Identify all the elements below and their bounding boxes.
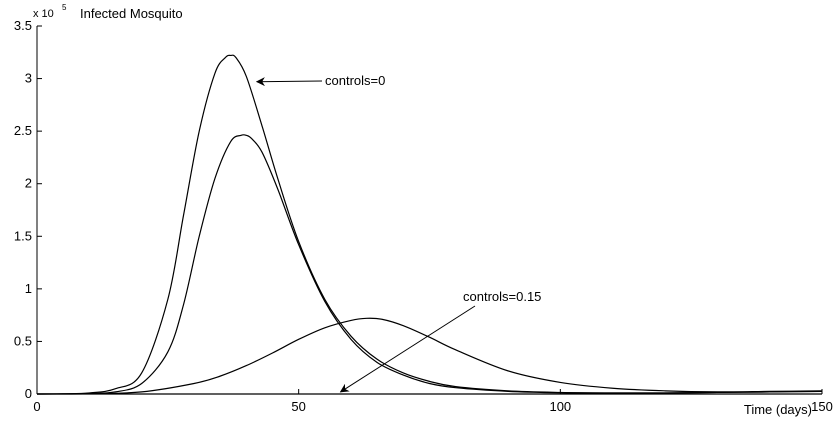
y-tick-label: 0.5: [14, 333, 32, 348]
y-tick-label: 3.5: [14, 18, 32, 33]
annotation-label: controls=0: [325, 73, 385, 88]
y-multiplier-base: x 10: [33, 8, 54, 20]
series-line-3: [36, 317, 823, 395]
annotation-arrow: [339, 305, 476, 393]
series-group: [36, 54, 823, 395]
x-axis-label: Time (days): [744, 402, 812, 417]
x-tick-label: 50: [291, 399, 305, 414]
y-tick-label: 2: [25, 176, 32, 191]
y-ticks: 0 0.5 1 1.5 2 2.5 3 3.5: [14, 18, 42, 401]
y-tick-label: 0: [25, 386, 32, 401]
annotation-arrow: [255, 77, 323, 87]
annotation-label: controls=0.15: [463, 289, 541, 304]
x-ticks: 0 50 100 150: [33, 389, 833, 414]
series-line-1: [36, 54, 823, 395]
series-line-2: [36, 134, 823, 395]
x-tick-label: 0: [33, 399, 40, 414]
x-tick-label: 150: [811, 399, 833, 414]
annotations: controls=0 controls=0.15: [255, 73, 541, 393]
y-axis-label: Infected Mosquito: [80, 6, 183, 21]
y-tick-label: 1: [25, 281, 32, 296]
y-tick-label: 1.5: [14, 228, 32, 243]
y-tick-label: 3: [25, 71, 32, 86]
axes: [36, 26, 822, 395]
x-tick-label: 100: [549, 399, 571, 414]
y-multiplier-exponent: 5: [62, 3, 67, 12]
y-tick-label: 2.5: [14, 123, 32, 138]
